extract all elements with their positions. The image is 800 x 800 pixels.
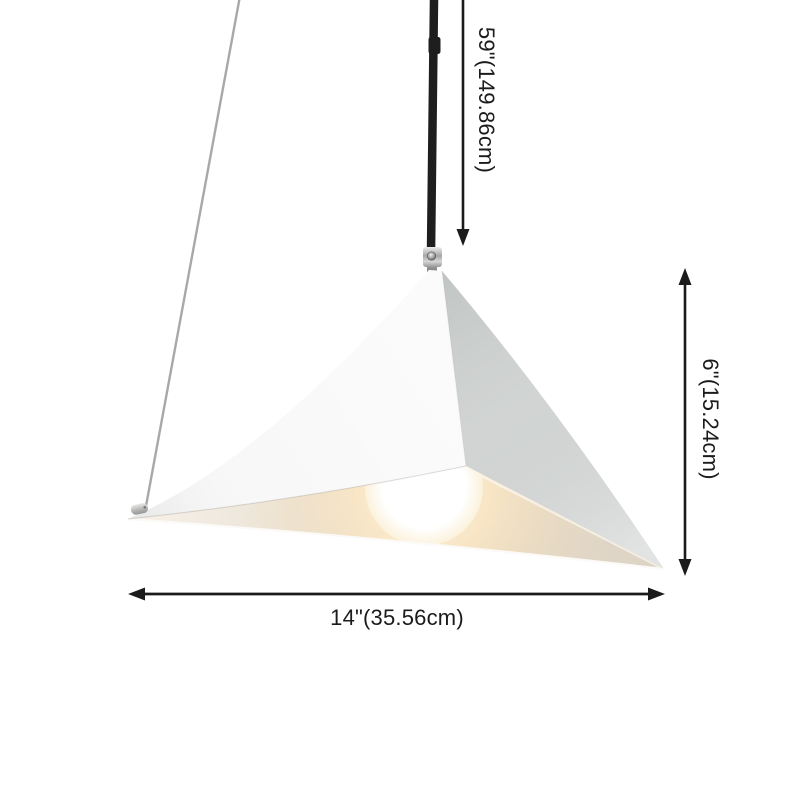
shade-height-dimension-label: 6"(15.24cm): [698, 358, 723, 480]
connector-screw: [426, 251, 437, 261]
cord-joint: [428, 37, 441, 54]
arrowhead-up-icon: [678, 268, 692, 285]
shade-height-arrow: [678, 268, 692, 576]
cord-length-arrow: [456, 0, 470, 246]
face-crease-line: [441, 270, 467, 467]
interior-right-rim-highlight: [469, 468, 661, 569]
bottom-rim-highlight: [127, 517, 665, 571]
cord-length-dimension-label: 59"(149.86cm): [474, 26, 499, 174]
arrowhead-down-icon: [678, 559, 692, 576]
wire-anchor-pin: [130, 503, 149, 515]
arrowhead-down-icon: [456, 229, 470, 246]
shade-side-face-shading: [442, 271, 664, 569]
shade-front-face-shading: [128, 270, 466, 519]
suspension-wire: [144, 0, 241, 508]
shade-width-dimension-label: 14"(35.56cm): [330, 605, 464, 630]
shade-width-arrow: [128, 587, 665, 601]
arrowhead-right-icon: [648, 587, 665, 601]
light-bulb: [365, 466, 483, 546]
front-bottom-edge-line: [127, 465, 467, 520]
arrowhead-left-icon: [128, 587, 145, 601]
